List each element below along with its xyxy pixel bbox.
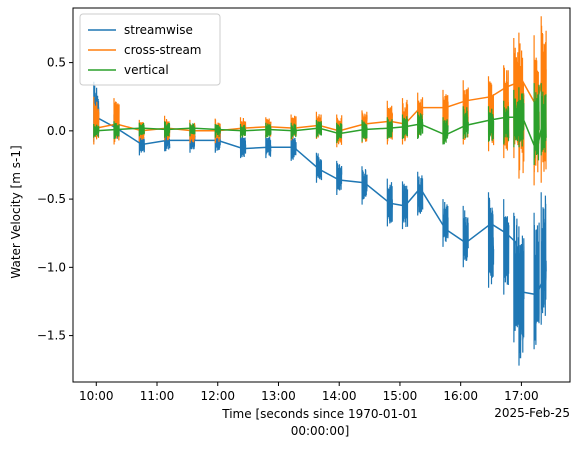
legend: streamwise cross-stream vertical	[79, 13, 221, 86]
burst-vertical-11	[361, 119, 368, 142]
burst-streamwise-13	[401, 181, 409, 230]
x-tick-label-6: 16:00	[443, 389, 478, 403]
plot-frame	[72, 7, 571, 383]
burst-streamwise-21	[533, 212, 540, 350]
burst-vertical-5	[214, 123, 221, 138]
burst-streamwise-11	[361, 166, 368, 205]
burst-streamwise-19	[513, 212, 520, 343]
legend-label-vertical: vertical	[124, 63, 169, 77]
axes-layer: 10:00 11:00 12:00 13:00 14:00 15:00 16:00 17:00…	[37, 56, 539, 403]
burst-streamwise-8	[290, 133, 297, 161]
burst-streamwise-16	[462, 205, 469, 268]
burst-streamwise-18	[503, 199, 510, 295]
burst-vertical-17	[487, 106, 495, 142]
burst-vertical-14	[417, 111, 424, 140]
burst-vertical-15	[442, 117, 449, 145]
burst-vertical-9	[315, 119, 323, 138]
burst-vertical-1	[113, 121, 120, 140]
burst-streamwise-20	[518, 226, 525, 366]
x-tick-label-5: 15:00	[383, 389, 418, 403]
series-streamwise	[93, 81, 547, 366]
burst-vertical-21	[533, 83, 540, 166]
burst-vertical-0	[93, 124, 100, 138]
x-axis-label-line-1: Time [seconds since 1970-01-01	[221, 407, 417, 421]
y-tick-label-0: 0.5	[47, 56, 66, 70]
burst-cross-stream-0	[93, 96, 100, 145]
burst-vertical-4	[189, 122, 196, 137]
burst-vertical-19	[513, 89, 520, 148]
x-tick-label-4: 14:00	[322, 389, 357, 403]
x-tick-label-2: 12:00	[200, 389, 235, 403]
burst-streamwise-17	[487, 192, 495, 288]
legend-label-streamwise: streamwise	[124, 23, 193, 37]
x-tick-label-7: 17:00	[504, 389, 539, 403]
y-tick-label-3: −1.0	[37, 260, 66, 274]
series-line-streamwise	[95, 116, 545, 296]
legend-box	[79, 13, 221, 86]
burst-streamwise-9	[315, 152, 323, 183]
burst-streamwise-10	[336, 160, 343, 196]
burst-streamwise-6	[239, 134, 247, 159]
y-tick-label-1: 0.0	[47, 124, 66, 138]
series-vertical	[93, 83, 547, 166]
burst-vertical-16	[462, 106, 469, 140]
series-layer	[93, 16, 547, 366]
y-tick-label-2: −0.5	[37, 192, 66, 206]
burst-vertical-13	[401, 114, 409, 140]
burst-streamwise-2	[138, 130, 145, 156]
burst-streamwise-12	[386, 178, 393, 227]
burst-vertical-8	[290, 122, 297, 140]
burst-streamwise-7	[265, 134, 272, 159]
burst-streamwise-15	[442, 199, 449, 247]
burst-streamwise-14	[417, 171, 424, 216]
legend-label-cross-stream: cross-stream	[124, 43, 202, 57]
x-axis-offset-label: 2025-Feb-25	[494, 406, 570, 420]
y-axis-label: Water Velocity [m s-1]	[9, 145, 23, 278]
burst-vertical-6	[239, 123, 247, 138]
burst-vertical-2	[138, 122, 145, 137]
x-axis-label-line-2: 00:00:00]	[291, 424, 350, 438]
burst-vertical-18	[503, 100, 510, 145]
y-tick-label-4: −1.5	[37, 329, 66, 343]
x-tick-label-1: 11:00	[140, 389, 175, 403]
burst-vertical-10	[336, 122, 343, 144]
x-tick-label-3: 13:00	[261, 389, 296, 403]
burst-vertical-3	[164, 121, 171, 138]
burst-vertical-22	[540, 83, 547, 156]
burst-streamwise-22	[540, 192, 547, 325]
burst-vertical-20	[518, 87, 525, 148]
burst-vertical-12	[386, 117, 393, 140]
burst-vertical-7	[265, 122, 272, 138]
x-tick-label-0: 10:00	[79, 389, 114, 403]
